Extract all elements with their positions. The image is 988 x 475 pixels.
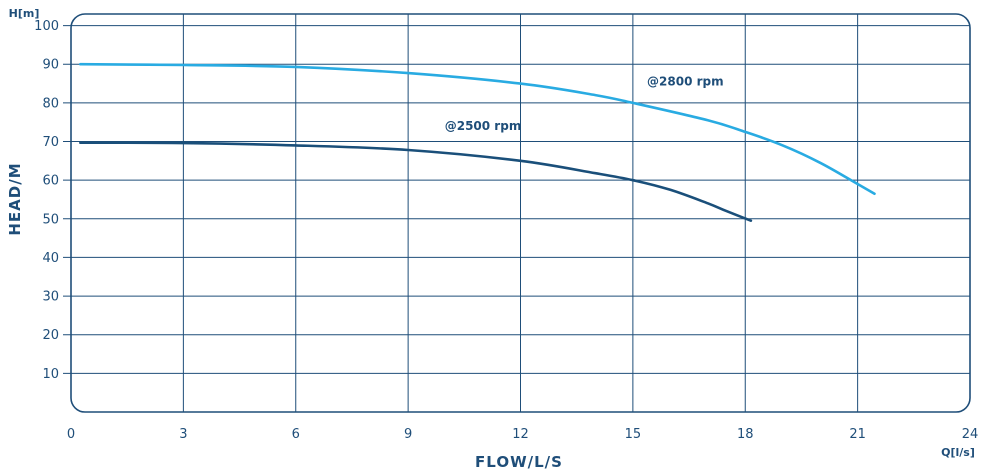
y-tick-labels: 10 20 30 40 50 60 70 80 90 100	[34, 19, 59, 382]
series-line	[79, 62, 876, 195]
x-unit-label: Q[l/s]	[941, 446, 975, 459]
x-tick-label: 12	[512, 427, 529, 442]
y-tick-label: 50	[42, 212, 59, 227]
plot-frame	[70, 13, 971, 413]
x-tick-labels: 0 3 6 9 12 15 18 21 24	[67, 427, 978, 442]
x-tick-label: 24	[962, 427, 979, 442]
curves: @2800 rpm @2500 rpm	[79, 62, 876, 222]
y-tick-label: 20	[42, 328, 59, 343]
x-tick-label: 21	[849, 427, 866, 442]
series-label: @2500 rpm	[445, 119, 522, 133]
y-tick-label: 80	[42, 96, 59, 111]
series-line	[79, 141, 753, 222]
x-axis-title: FLOW/L/S	[475, 453, 563, 471]
y-tick-label: 100	[34, 19, 59, 34]
y-axis-title: HEAD/M	[6, 162, 24, 235]
series-label: @2800 rpm	[647, 74, 724, 88]
y-tick-label: 60	[42, 174, 59, 189]
x-tick-label: 18	[737, 427, 754, 442]
x-tick-label: 9	[404, 427, 412, 442]
y-unit-label: H[m]	[9, 7, 40, 20]
y-tick-label: 40	[42, 251, 59, 266]
grid-lines	[63, 14, 970, 412]
y-tick-label: 10	[42, 367, 59, 382]
y-tick-label: 30	[42, 290, 59, 305]
x-tick-label: 15	[625, 427, 642, 442]
y-tick-label: 90	[42, 58, 59, 73]
y-tick-label: 70	[42, 135, 59, 150]
x-tick-label: 6	[292, 427, 300, 442]
x-tick-label: 3	[179, 427, 187, 442]
x-tick-label: 0	[67, 427, 75, 442]
